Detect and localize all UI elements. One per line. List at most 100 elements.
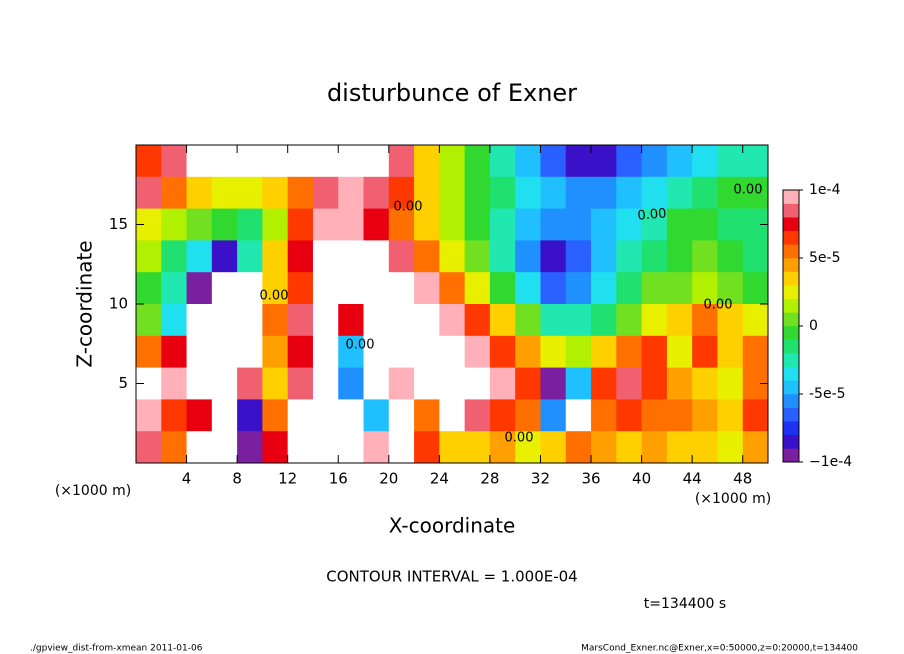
heatmap-cell: [666, 240, 693, 273]
contour-label: 0.00: [704, 298, 733, 313]
y-tick-label: 15: [109, 215, 128, 233]
heatmap-cell: [742, 272, 769, 305]
heatmap-cell: [489, 208, 516, 241]
colorbar-segment: [783, 285, 799, 300]
heatmap-cell: [439, 208, 466, 241]
heatmap-cell: [692, 399, 718, 432]
heatmap-cell: [211, 304, 238, 337]
heatmap-cell: [211, 240, 238, 273]
heatmap-cell: [641, 240, 668, 273]
chart-title: disturbunce of Exner: [327, 79, 577, 107]
heatmap-cell: [515, 304, 541, 337]
heatmap-cell: [692, 272, 718, 305]
heatmap-cell: [717, 399, 744, 432]
heatmap-cell: [616, 272, 643, 305]
heatmap-cell: [565, 399, 592, 432]
heatmap-cell: [262, 399, 289, 432]
x-tick-label: 28: [480, 470, 499, 488]
heatmap-cell: [237, 335, 263, 369]
heatmap-cell: [439, 176, 466, 210]
heatmap-cell: [439, 145, 466, 178]
colorbar-segment: [783, 190, 799, 204]
heatmap-cell: [186, 335, 213, 369]
heatmap-cell: [338, 399, 365, 432]
heatmap-cell: [464, 176, 491, 210]
colorbar-segment: [783, 434, 799, 449]
heatmap-cell: [565, 145, 592, 178]
heatmap-cell: [591, 208, 617, 241]
heatmap-cell: [692, 431, 718, 464]
colorbar-segment: [783, 394, 799, 408]
heatmap-cell: [489, 272, 516, 305]
heatmap-cell: [237, 208, 263, 241]
heatmap-cell: [616, 145, 643, 178]
heatmap-cell: [464, 335, 491, 369]
heatmap-cell: [388, 208, 415, 241]
colorbar-segment: [783, 244, 799, 259]
heatmap-cell: [540, 240, 567, 273]
heatmap-cell: [237, 145, 263, 178]
heatmap-cell: [388, 304, 415, 337]
heatmap-cell: [237, 304, 263, 337]
heatmap-cell: [439, 335, 466, 369]
heatmap-cell: [666, 272, 693, 305]
heatmap-cell: [287, 367, 314, 400]
y-unit: (×1000 m): [55, 483, 131, 499]
colorbar-tick-label: −1e-4: [809, 454, 852, 470]
heatmap-cell: [338, 431, 365, 464]
x-tick-label: 44: [683, 470, 702, 488]
heatmap-cell: [666, 335, 693, 369]
heatmap-cell: [742, 399, 769, 432]
x-tick-label: 12: [278, 470, 297, 488]
heatmap-cell: [641, 431, 668, 464]
heatmap-cell: [388, 176, 415, 210]
heatmap-cell: [717, 240, 744, 273]
footer-left: ./gpview_dist-from-xmean 2011-01-06: [30, 644, 203, 654]
heatmap-cell: [565, 335, 592, 369]
heatmap-cell: [692, 176, 718, 210]
heatmap-cell: [742, 335, 769, 369]
heatmap-cell: [591, 431, 617, 464]
heatmap-cell: [136, 431, 162, 464]
heatmap-cell: [742, 240, 769, 273]
heatmap-cell: [262, 240, 289, 273]
heatmap-cell: [641, 272, 668, 305]
heatmap-cell: [211, 176, 238, 210]
heatmap-cell: [591, 272, 617, 305]
heatmap-cell: [540, 145, 567, 178]
heatmap-cell: [565, 240, 592, 273]
heatmap-cell: [211, 335, 238, 369]
heatmap-cell: [717, 431, 744, 464]
contour-label: 0.00: [346, 338, 375, 353]
heatmap-cell: [363, 304, 390, 337]
heatmap-cell: [363, 272, 390, 305]
heatmap-cell: [287, 176, 314, 210]
colorbar-segment: [783, 380, 799, 395]
colorbar-segment: [783, 421, 799, 436]
heatmap-cell: [591, 367, 617, 400]
heatmap-cell: [515, 399, 541, 432]
heatmap-cell: [136, 176, 162, 210]
colorbar-segment: [783, 312, 799, 327]
heatmap-cell: [666, 431, 693, 464]
heatmap-cell: [591, 304, 617, 337]
heatmap-cell: [616, 208, 643, 241]
heatmap-cell: [161, 145, 188, 178]
y-tick-label: 5: [118, 374, 128, 392]
heatmap-cell: [666, 367, 693, 400]
heatmap-cell: [565, 208, 592, 241]
heatmap-cell: [262, 335, 289, 369]
heatmap-cell: [515, 335, 541, 369]
heatmap-cell: [742, 431, 769, 464]
colorbar-segment: [783, 203, 799, 218]
heatmap-cell: [515, 431, 541, 464]
heatmap-cell: [363, 208, 390, 241]
heatmap-cell: [363, 431, 390, 464]
heatmap-cell: [489, 145, 516, 178]
heatmap-cell: [591, 240, 617, 273]
contour-label: 0.00: [260, 289, 289, 304]
heatmap-cell: [363, 145, 390, 178]
heatmap-cell: [262, 208, 289, 241]
heatmap-cell: [312, 272, 339, 305]
heatmap-cell: [287, 240, 314, 273]
